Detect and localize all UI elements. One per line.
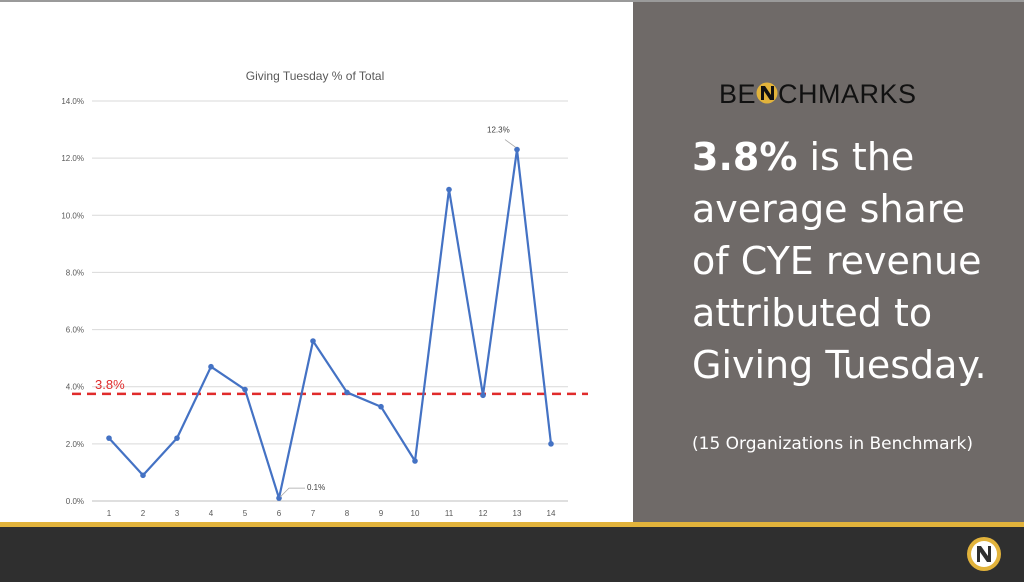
data-point	[378, 403, 384, 410]
logo-n-mark-icon	[756, 82, 778, 104]
chart-title: Giving Tuesday % of Total	[246, 69, 385, 83]
y-tick-label: 10.0%	[61, 211, 84, 220]
benchmark-note: (15 Organizations in Benchmark)	[692, 434, 973, 454]
benchmarks-logo: BE CHMARKS	[719, 76, 919, 112]
logo-text-start: BE	[719, 79, 757, 109]
data-point	[344, 389, 350, 396]
footer-logo-icon	[967, 537, 1001, 571]
logo-text-end: CHMARKS	[778, 79, 917, 109]
x-tick-label: 11	[445, 509, 454, 518]
y-axis-ticks: 0.0% 2.0% 4.0% 6.0% 8.0% 10.0% 12.0% 14.0%	[61, 97, 84, 506]
x-tick-label: 12	[479, 509, 488, 518]
average-label: 3.8%	[95, 377, 125, 392]
x-tick-label: 1	[107, 509, 112, 518]
average-line-group: 3.8%	[72, 377, 588, 396]
y-tick-label: 14.0%	[61, 97, 84, 106]
data-point	[446, 186, 452, 193]
data-point	[412, 458, 418, 464]
data-label: 0.1%	[307, 483, 325, 492]
x-tick-label: 2	[141, 509, 146, 518]
data-point	[242, 386, 248, 393]
x-tick-label: 9	[379, 509, 384, 518]
y-tick-label: 4.0%	[66, 383, 84, 392]
y-tick-label: 8.0%	[66, 268, 84, 277]
headline-line-5: Giving Tuesday.	[692, 343, 987, 387]
logo-wordmark: BE CHMARKS	[719, 79, 917, 110]
y-tick-label: 2.0%	[66, 440, 84, 449]
headline-line-2: average share	[692, 187, 965, 231]
x-tick-label: 7	[311, 509, 316, 518]
top-border	[0, 0, 1024, 2]
series-line-group	[106, 146, 554, 501]
data-point	[106, 435, 112, 441]
headline: 3.8% is the average share of CYE revenue…	[692, 131, 1012, 391]
x-tick-label: 14	[547, 509, 556, 518]
x-tick-label: 13	[513, 509, 522, 518]
headline-line-4: attributed to	[692, 291, 933, 335]
data-point	[310, 338, 316, 344]
giving-tuesday-chart: Giving Tuesday % of Total 0.0% 2.0% 4.0% 6.…	[61, 69, 588, 518]
annotation-leader	[504, 139, 517, 148]
data-point	[548, 441, 554, 447]
x-axis-ticks: 1 2 3 4 5 6 7 8 9 10 11 12 13 14	[107, 509, 556, 518]
x-tick-label: 3	[175, 509, 180, 518]
data-point	[208, 363, 214, 370]
x-tick-label: 5	[243, 509, 248, 518]
data-point	[140, 472, 146, 479]
headline-line-1: is the	[809, 135, 915, 179]
headline-line-3: of CYE revenue	[692, 239, 982, 283]
footer-bar	[0, 527, 1024, 582]
x-tick-label: 6	[277, 509, 282, 518]
annotation-leader	[279, 487, 305, 498]
y-tick-label: 0.0%	[66, 497, 84, 506]
y-tick-label: 6.0%	[66, 326, 84, 335]
data-point	[480, 392, 486, 399]
data-point	[514, 146, 520, 153]
data-annotations: 0.1% 12.3%	[279, 126, 517, 498]
series-line	[108, 148, 553, 500]
x-tick-label: 10	[411, 509, 420, 518]
headline-stat: 3.8%	[692, 135, 798, 179]
x-tick-label: 4	[209, 509, 214, 518]
footer-accent-line	[0, 522, 1024, 527]
data-point	[174, 435, 180, 441]
data-label: 12.3%	[487, 126, 510, 135]
x-tick-label: 8	[345, 509, 350, 518]
y-tick-label: 12.0%	[61, 154, 84, 163]
chart-gridlines	[92, 100, 568, 502]
chart-panel	[0, 2, 633, 522]
